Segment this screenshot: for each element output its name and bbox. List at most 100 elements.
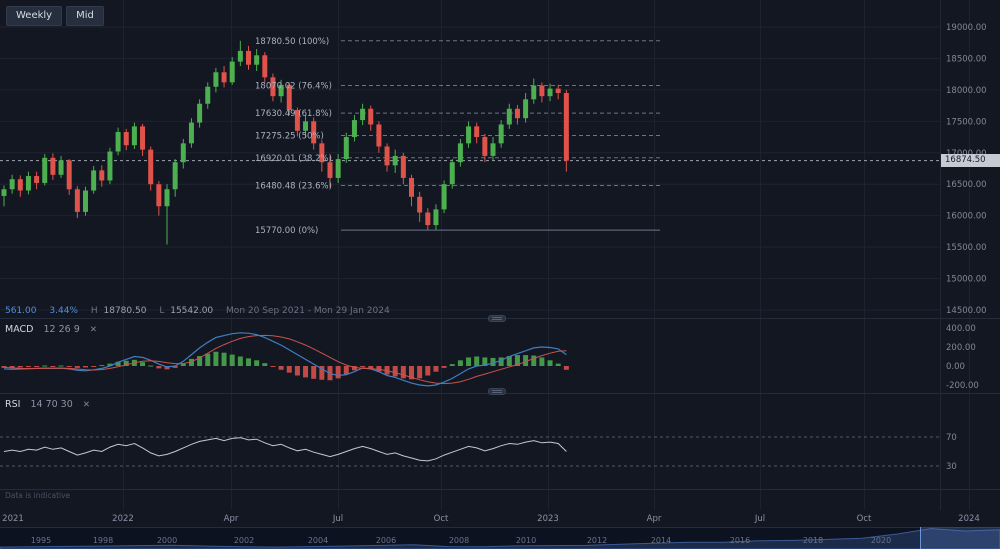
macd-histogram-bar [417,366,423,379]
macd-histogram-bar [74,366,80,368]
high-label: H [90,306,98,316]
macd-line [3,332,567,387]
candle-body [25,176,31,191]
current-price-tag: 16874.50 [941,154,1000,167]
macd-histogram-bar [343,366,349,375]
candle-body [9,179,15,190]
candle-body [351,120,357,138]
macd-histogram-bar [311,366,317,379]
navigator-year-label: 2014 [651,536,671,545]
navigator-year-label: 2018 [803,536,823,545]
macd-histogram-bar [278,366,284,370]
candle-body [254,55,260,65]
price-axis[interactable] [940,0,1000,510]
time-axis[interactable] [0,510,940,527]
candle-body [563,93,569,161]
candle-body [368,108,374,125]
navigator-year-label: 2008 [449,536,469,545]
candle-body [474,126,480,138]
rsi-close-icon[interactable]: ✕ [82,400,90,410]
candle-body [294,110,300,131]
candle-body [425,212,431,226]
candle-body [319,143,325,163]
macd-close-icon[interactable]: ✕ [89,325,97,335]
candle-body [140,126,146,150]
candle-body [164,189,170,207]
macd-histogram-bar [246,358,251,366]
panel-resize-handle[interactable] [488,315,506,322]
time-axis-label: 2024 [958,514,980,524]
candle-body [343,137,349,160]
time-axis-label: 2022 [112,514,134,524]
navigator-year-label: 2016 [730,536,750,545]
macd-histogram-bar [392,366,398,377]
candle-body [360,108,366,121]
candle-body [384,146,390,166]
candle-body [531,85,537,100]
candle-body [286,84,292,111]
candle-body [270,77,276,97]
macd-histogram-bar [156,366,162,369]
macd-histogram-bar [254,360,260,366]
macd-histogram-bar [531,355,537,366]
navigator-year-label: 2020 [871,536,891,545]
macd-histogram-bar [433,366,439,372]
time-axis-label: Oct [857,514,872,524]
candle-body [417,196,423,213]
time-axis-label: 2021 [2,514,24,524]
navigator-year-label: 2012 [587,536,607,545]
macd-histogram-bar [262,363,268,366]
macd-histogram-bar [115,361,121,366]
macd-axis-label: 400.00 [946,324,976,334]
macd-histogram-bar [221,352,227,366]
price-axis-label: 17500.00 [946,117,987,127]
navigator-selection[interactable] [920,527,1000,549]
price-axis-label: 19000.00 [946,23,987,33]
panel-resize-handle[interactable] [488,388,506,395]
macd-histogram-bar [490,357,496,366]
rsi-params[interactable]: 14 70 30 [30,399,73,410]
price-axis-label: 14500.00 [946,306,987,316]
macd-params[interactable]: 12 26 9 [43,324,80,335]
macd-histogram-bar [42,365,48,367]
price-axis-label: 16500.00 [946,180,987,190]
candle-body [457,143,463,163]
candle-body [498,124,504,144]
time-axis-label: Apr [647,514,662,524]
macd-histogram-bar [514,355,520,366]
macd-histogram-bar [197,356,203,366]
candle-body [335,159,341,178]
macd-histogram-bar [360,366,366,367]
macd-histogram-bar [384,366,390,375]
time-axis-label: Oct [434,514,449,524]
macd-histogram-bar [140,362,146,366]
macd-signal-line [3,334,567,385]
fib-level-label: 17275.25 (50%) [255,131,324,141]
macd-histogram-bar [482,357,488,366]
candle-body [221,72,227,83]
macd-histogram-bar [319,366,325,380]
macd-histogram-bar [229,354,235,366]
macd-histogram-bar [400,366,406,379]
fib-level-label: 16920.01 (38.2%) [255,154,332,164]
timeframe-button[interactable]: Weekly [6,6,63,26]
candle-body [83,190,88,212]
macd-histogram-bar [99,365,105,367]
low-value: 15542.00 [170,306,214,316]
candle-body [400,155,406,178]
price-type-button[interactable]: Mid [66,6,104,26]
price-axis-label: 18500.00 [946,54,987,64]
candle-body [17,179,23,191]
navigator-year-label: 1998 [93,536,113,545]
candle-body [449,162,455,185]
candle-body [188,122,194,144]
macd-histogram-bar [1,366,7,368]
candle-body [107,151,113,181]
candle-body [1,189,7,196]
candle-body [123,132,129,146]
candle-body [180,143,186,163]
candle-body [490,143,496,156]
candle-body [197,103,203,123]
data-indicative-note: Data is indicative [5,491,71,500]
